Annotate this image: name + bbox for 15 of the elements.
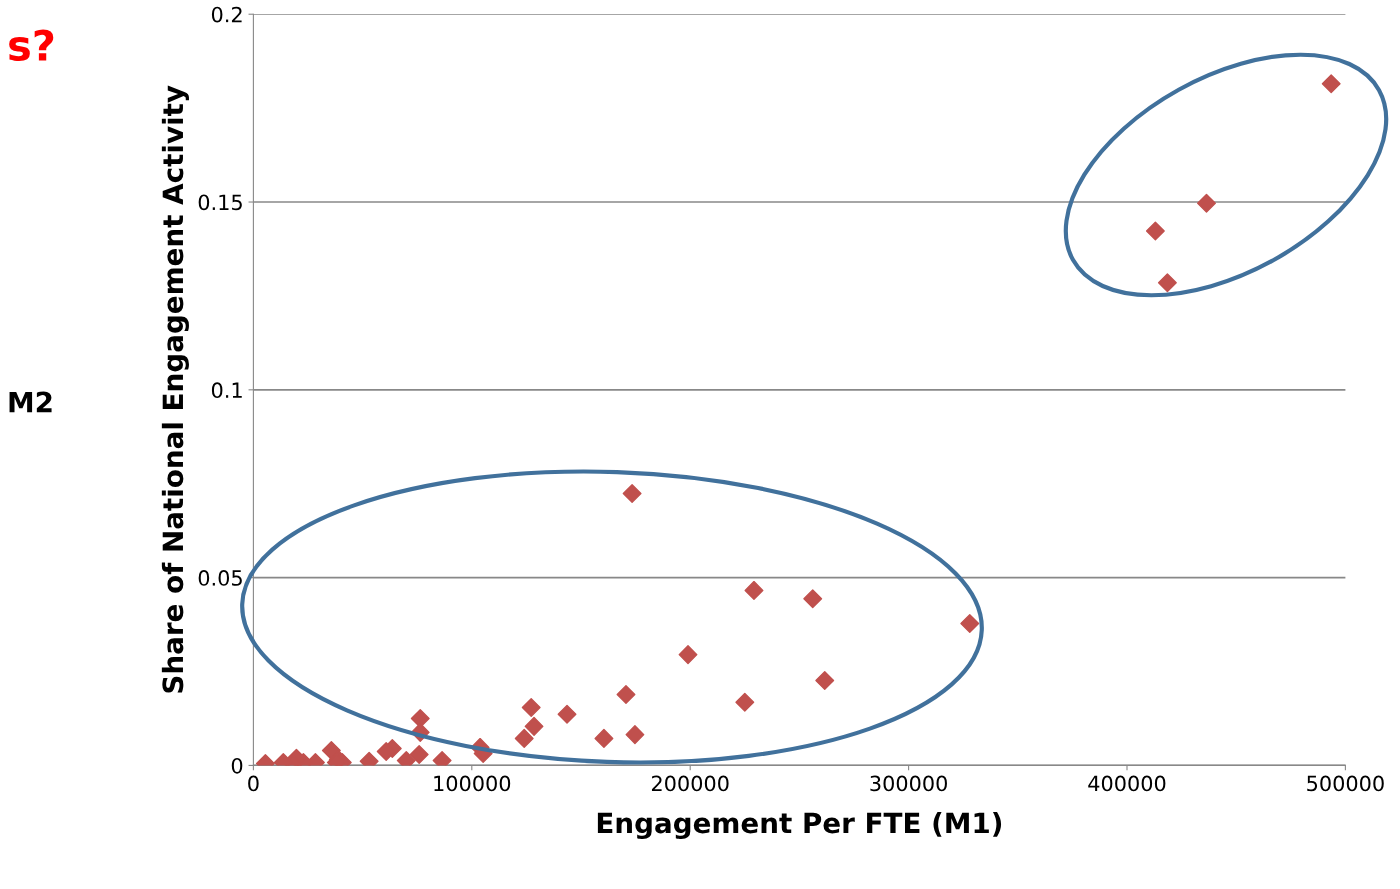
- text: s?: [9, 29, 54, 61]
- y-tick-label: 0.05: [198, 570, 242, 586]
- x-tick-label: 0: [248, 775, 259, 792]
- y-axis-title: Share of National Engagement Activity: [161, 85, 189, 693]
- y-tick-label: 0.2: [211, 6, 242, 23]
- y-tick-label: 0: [231, 757, 243, 774]
- y-tick-label: 0.15: [198, 194, 242, 211]
- y-tick-label: 0.1: [211, 382, 242, 399]
- x-tick-label: 300000: [870, 775, 947, 792]
- text: M2: [9, 391, 52, 413]
- x-axis-title: Engagement Per FTE (M1): [597, 811, 1002, 840]
- x-tick-label: 200000: [651, 775, 729, 792]
- x-tick-label: 500000: [1307, 775, 1384, 792]
- x-tick-label: 100000: [434, 775, 511, 792]
- x-tick-label: 400000: [1088, 775, 1166, 792]
